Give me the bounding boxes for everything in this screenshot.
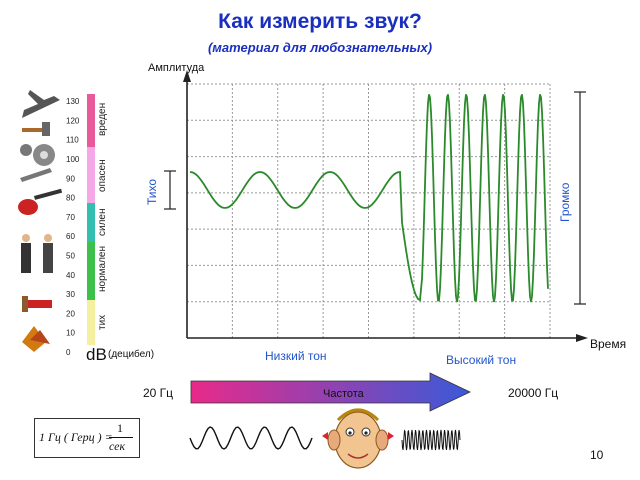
page-number: 10 [590,448,604,462]
db-tick-90: 90 [66,174,75,183]
x-axis-arrow [576,334,588,342]
quiet-label: Тихо [145,179,159,205]
y-axis-arrow [183,70,191,82]
high-frequency-wave-icon [401,429,461,451]
autumn-leaves-icon [22,326,50,352]
db-tick-30: 30 [66,290,75,299]
chart-grid [187,83,551,338]
sound-arrows-icon [322,432,394,440]
formula-numerator: 1 [117,421,123,435]
db-tick-70: 70 [66,213,75,222]
band-label-harmful: вреден [97,103,108,136]
band-harmful [87,94,95,147]
db-tick-10: 10 [66,329,75,338]
people-talking-icon [21,234,53,273]
hertz-formula: 1 Гц ( Герц ) = 1 сек [34,418,140,458]
db-tick-40: 40 [66,271,75,280]
frequency-min: 20 Гц [143,386,173,400]
saw-blade-icon [20,144,55,166]
sound-wave-line [189,94,549,303]
db-tick-130: 130 [66,97,80,106]
db-unit-note: (децибел) [108,348,154,360]
page-title: Как измерить звук? [218,10,422,33]
db-tick-0: 0 [66,348,71,357]
db-tick-20: 20 [66,309,75,318]
page-subtitle: (материал для любознательных) [207,40,433,55]
db-tick-50: 50 [66,252,75,261]
band-loud [87,203,95,242]
db-scale: 0 10 20 30 40 50 60 70 80 90 100 110 120 130 тих норм… [66,94,154,364]
db-tick-110: 110 [66,136,79,145]
loud-label: Громко [558,182,572,222]
frequency-label: Частота [323,388,365,400]
low-tone-label: Низкий тон [265,349,327,363]
band-label-quiet: тих [97,315,108,330]
y-axis-label: Амплитуда [148,62,205,74]
loud-amplitude-bracket [574,91,586,305]
x-axis-label: Время [590,337,626,351]
band-label-normal: нормален [97,246,108,292]
frequency-arrow: Частота [190,372,471,412]
db-unit: dB [86,345,107,364]
band-normal [87,242,95,300]
band-label-loud: силен [97,208,108,236]
low-frequency-wave-icon [189,426,313,450]
db-tick-80: 80 [66,194,75,203]
jet-plane-icon [22,90,60,118]
hammer-icon [22,122,50,136]
guitar-icon [18,188,63,215]
band-quiet [87,300,95,345]
sound-source-icons [18,90,63,352]
band-dangerous [87,147,95,203]
formula-lhs: 1 Гц ( Герц ) = [39,430,113,444]
db-tick-60: 60 [66,232,75,241]
formula-denominator: сек [109,439,126,453]
bed-icon [22,296,52,312]
band-label-dangerous: опасен [97,159,108,192]
quiet-amplitude-bracket [164,170,176,210]
db-tick-120: 120 [66,116,80,125]
db-tick-100: 100 [66,155,80,164]
wrench-icon [20,168,52,182]
high-tone-label: Высокий тон [446,353,516,367]
listening-face-icon [327,408,389,469]
frequency-max: 20000 Гц [508,386,558,400]
waveform-chart: Амплитуда Время Тихо Громко Низкий тон В… [145,62,626,367]
